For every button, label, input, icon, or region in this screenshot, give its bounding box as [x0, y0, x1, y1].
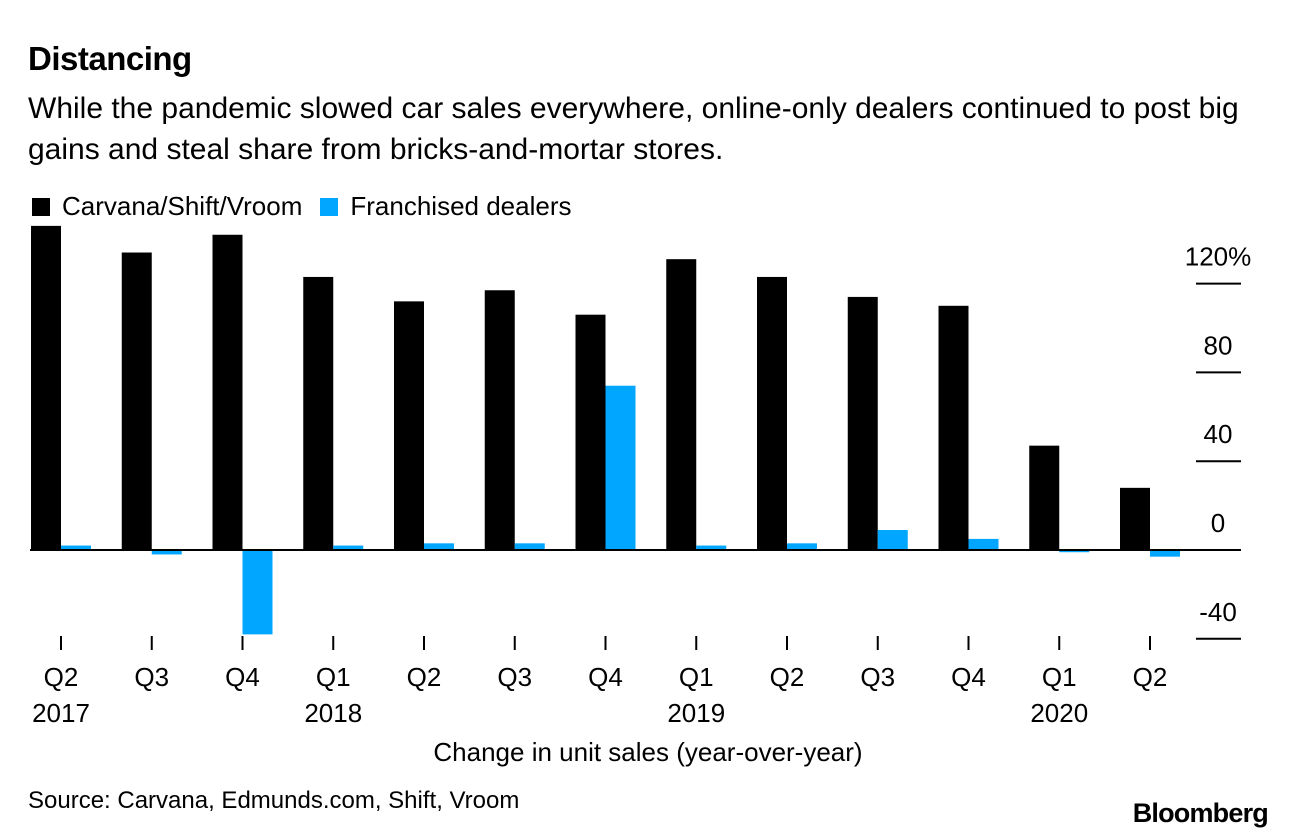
bar-series-1-11 [1029, 445, 1060, 550]
x-tick-label-8: Q2 [770, 662, 805, 692]
bar-series-2-3 [333, 545, 364, 550]
bar-series-2-11 [1059, 550, 1090, 553]
legend-label-series-2: Franchised dealers [350, 191, 572, 221]
x-tick-label-10: Q4 [951, 662, 986, 692]
bar-series-2-6 [605, 385, 636, 550]
x-tick-label-5: Q3 [497, 662, 532, 692]
bar-series-1-8 [757, 276, 787, 550]
bar-series-1-1 [121, 252, 152, 550]
legend-label-series-1: Carvana/Shift/Vroom [62, 191, 303, 221]
x-axis: Q2 2017 Q3 Q4 Q1 2018 Q2 Q3 Q4 Q1 2019 Q2 Q3 Q4 Q1 2020… [32, 636, 1167, 728]
x-tick-label-6: Q4 [588, 662, 623, 692]
x-year-label-3: 2018 [304, 698, 362, 728]
y-axis: 120% 80 40 0 -40 [1185, 242, 1252, 640]
x-tick-label-12: Q2 [1133, 662, 1168, 692]
x-tick-label-11: Q1 [1042, 662, 1077, 692]
x-tick-label-2: Q4 [225, 662, 260, 692]
x-year-label-0: 2017 [32, 698, 90, 728]
x-year-label-7: 2019 [667, 698, 725, 728]
legend: Carvana/Shift/Vroom Franchised dealers [32, 191, 590, 222]
y-tick-label-3: 0 [1211, 508, 1225, 538]
bar-series-2-7 [696, 545, 727, 550]
bar-series-2-12 [1150, 550, 1180, 557]
x-tick-label-0: Q2 [44, 662, 79, 692]
source-note: Source: Carvana, Edmunds.com, Shift, Vro… [28, 787, 520, 814]
bar-series-1-2 [212, 234, 243, 550]
legend-swatch-series-1 [32, 197, 50, 216]
x-tick-label-7: Q1 [679, 662, 714, 692]
legend-item-series-1: Carvana/Shift/Vroom [32, 191, 302, 222]
bar-series-2-0 [61, 545, 91, 550]
bar-series-2-4 [424, 543, 454, 550]
bar-series-2-8 [787, 543, 817, 550]
bar-series-1-10 [938, 305, 969, 550]
bar-series-1-4 [394, 301, 424, 550]
bar-series-2-10 [968, 538, 999, 550]
x-tick-label-3: Q1 [316, 662, 351, 692]
bar-series-2-1 [151, 550, 182, 555]
x-year-label-11: 2020 [1030, 698, 1088, 728]
bloomberg-logo: Bloomberg [1132, 798, 1269, 828]
legend-item-series-2: Franchised dealers [320, 191, 572, 222]
y-tick-label-4: -40 [1199, 597, 1237, 627]
y-tick-label-2: 40 [1204, 419, 1233, 449]
bar-series-2-9 [877, 530, 908, 550]
bars-group [30, 225, 1213, 635]
bar-series-1-0 [31, 225, 61, 550]
bar-series-1-7 [666, 259, 697, 550]
y-tick-label-0: 120% [1185, 242, 1252, 272]
bar-series-2-2 [242, 550, 273, 635]
chart-title: Distancing [28, 40, 192, 77]
x-tick-label-9: Q3 [860, 662, 895, 692]
bar-series-1-12 [1120, 487, 1150, 550]
bar-series-2-5 [514, 543, 545, 550]
legend-swatch-series-2 [320, 197, 339, 216]
y-tick-label-1: 80 [1204, 330, 1233, 360]
bar-series-1-5 [484, 290, 515, 550]
x-tick-label-4: Q2 [407, 662, 442, 692]
bar-series-1-3 [303, 276, 334, 550]
chart-subtitle: While the pandemic slowed car sales ever… [28, 92, 1239, 166]
x-tick-label-1: Q3 [134, 662, 169, 692]
bar-series-1-6 [575, 314, 606, 550]
x-axis-label: Change in unit sales (year-over-year) [433, 737, 862, 767]
bar-series-1-9 [847, 296, 878, 550]
